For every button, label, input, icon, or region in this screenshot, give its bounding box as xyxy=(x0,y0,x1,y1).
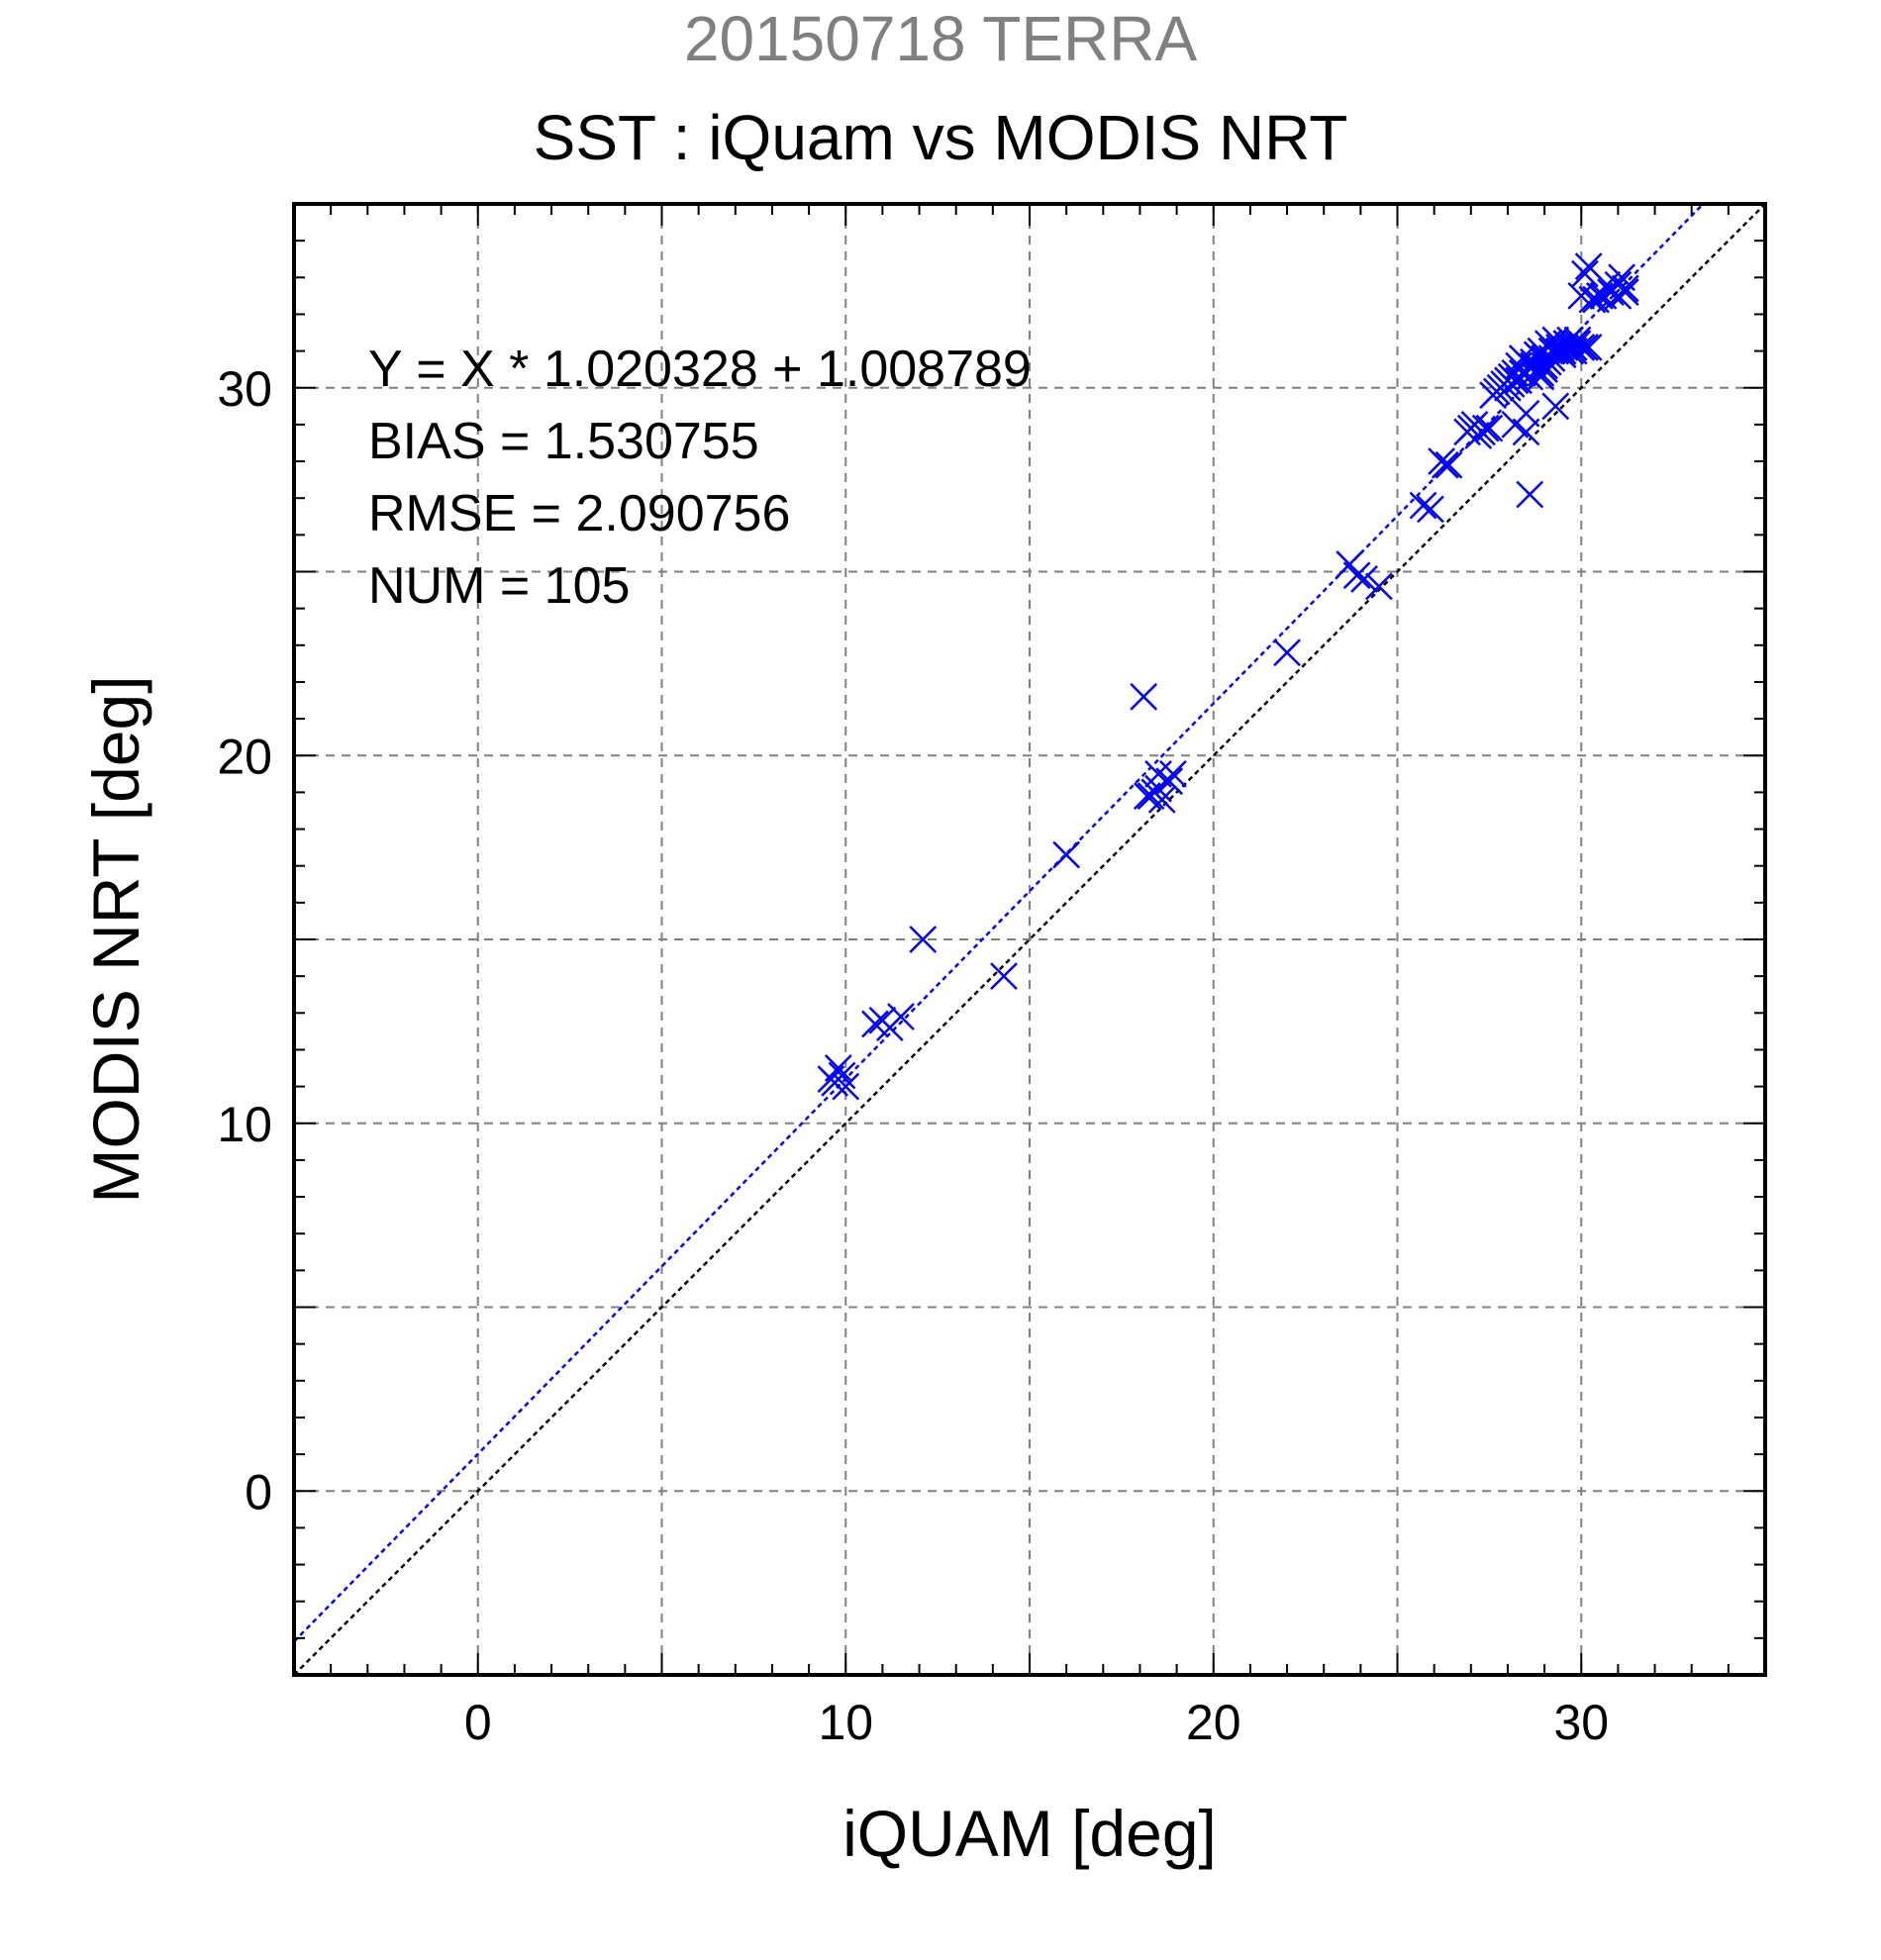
data-point-stroke xyxy=(1571,259,1599,288)
data-point-stroke xyxy=(1435,450,1463,479)
data-point-stroke xyxy=(1471,414,1500,442)
data-point xyxy=(1585,281,1614,310)
x-axis-label: iQUAM [deg] xyxy=(842,1797,1217,1870)
data-point xyxy=(1365,572,1393,601)
data-point xyxy=(1604,270,1633,299)
data-point-stroke xyxy=(1144,774,1172,803)
data-point xyxy=(887,1003,915,1030)
data-point xyxy=(1541,337,1570,365)
data-point xyxy=(1512,359,1540,387)
x-tick-label: 10 xyxy=(818,1695,873,1750)
data-point xyxy=(909,926,938,953)
data-point xyxy=(1350,565,1378,593)
stat-line: BIAS = 1.530755 xyxy=(368,413,759,470)
stat-line: RMSE = 2.090756 xyxy=(368,485,790,542)
chart-title: 20150718 TERRA xyxy=(683,3,1198,74)
y-tick-label: 20 xyxy=(217,729,272,784)
plot-frame xyxy=(292,202,1767,1677)
x-tick-label: 30 xyxy=(1553,1695,1609,1750)
data-point xyxy=(1482,377,1511,406)
data-point-stroke xyxy=(1130,682,1158,711)
y-axis-label: MODIS NRT [deg] xyxy=(79,675,152,1203)
data-point-stroke xyxy=(1611,274,1639,303)
y-tick-label: 30 xyxy=(217,361,272,417)
data-point xyxy=(1144,774,1172,803)
data-point-stroke xyxy=(1604,270,1633,299)
data-point-stroke xyxy=(1541,326,1570,354)
data-point xyxy=(1417,495,1444,524)
data-point-stroke xyxy=(1052,840,1081,869)
data-point xyxy=(821,1069,848,1097)
y-tick-label: 0 xyxy=(245,1464,272,1519)
regression-line xyxy=(293,203,1705,1643)
data-point-stroke xyxy=(832,1072,860,1101)
data-point-stroke xyxy=(1556,337,1584,365)
data-point-stroke xyxy=(1527,362,1555,391)
data-point xyxy=(1567,334,1596,361)
data-point xyxy=(1571,259,1599,288)
data-point xyxy=(1273,638,1301,667)
data-point xyxy=(1556,337,1584,365)
data-point-stroke xyxy=(1608,263,1635,292)
data-point xyxy=(1611,274,1639,303)
data-point-stroke xyxy=(909,926,938,953)
data-point-stroke xyxy=(1541,392,1570,421)
data-point xyxy=(1431,450,1459,479)
data-point-stroke xyxy=(1574,252,1603,281)
data-point-stroke xyxy=(1541,337,1570,365)
data-point xyxy=(1516,480,1544,509)
data-point-stroke xyxy=(1273,638,1301,667)
data-point-stroke xyxy=(887,1003,915,1030)
data-point-stroke xyxy=(821,1069,848,1097)
data-point xyxy=(990,962,1018,991)
data-point-stroke xyxy=(1342,561,1371,590)
data-point xyxy=(1501,411,1530,439)
stat-line: Y = X * 1.020328 + 1.008789 xyxy=(368,341,1032,398)
data-point-stroke xyxy=(1147,785,1176,814)
data-point-stroke xyxy=(1417,495,1444,524)
data-point-stroke xyxy=(1531,351,1558,380)
fit-statistics: Y = X * 1.020328 + 1.008789 BIAS = 1.5307… xyxy=(368,341,1032,615)
data-point-stroke xyxy=(1567,334,1596,361)
data-point xyxy=(1541,392,1570,421)
data-point xyxy=(1052,840,1081,869)
data-point-stroke xyxy=(1365,572,1393,601)
data-point-stroke xyxy=(1144,759,1172,788)
data-point-stroke xyxy=(1585,281,1614,310)
data-point xyxy=(832,1072,860,1101)
data-point-stroke xyxy=(1512,418,1540,446)
data-point xyxy=(1574,334,1603,361)
axis-ticks: 0 10 20 30 0 10 20 30 xyxy=(217,203,1766,1750)
data-point xyxy=(1409,491,1437,520)
data-point xyxy=(1531,351,1558,380)
data-point xyxy=(1130,682,1158,711)
data-point-stroke xyxy=(1512,359,1540,387)
reference-lines xyxy=(293,203,1766,1676)
grid xyxy=(294,204,1765,1675)
data-points xyxy=(817,252,1639,1101)
chart-subtitle: SST : iQuam vs MODIS NRT xyxy=(533,102,1348,173)
data-point-stroke xyxy=(1350,565,1378,593)
data-point xyxy=(1471,414,1500,442)
x-tick-label: 20 xyxy=(1186,1695,1241,1750)
data-point-stroke xyxy=(1482,377,1511,406)
data-point-stroke xyxy=(1431,450,1459,479)
y-tick-label: 10 xyxy=(217,1097,272,1152)
stat-line: NUM = 105 xyxy=(368,557,630,615)
data-point xyxy=(1435,450,1463,479)
data-point-stroke xyxy=(1409,491,1437,520)
data-point-stroke xyxy=(1336,550,1364,578)
x-tick-label: 0 xyxy=(464,1695,492,1750)
data-point-stroke xyxy=(1501,411,1530,439)
data-point-stroke xyxy=(1516,480,1544,509)
data-point-stroke xyxy=(861,1010,889,1038)
data-point-stroke xyxy=(1574,334,1603,361)
data-point xyxy=(1147,785,1176,814)
data-point xyxy=(1342,561,1371,590)
data-point-stroke xyxy=(990,962,1018,991)
